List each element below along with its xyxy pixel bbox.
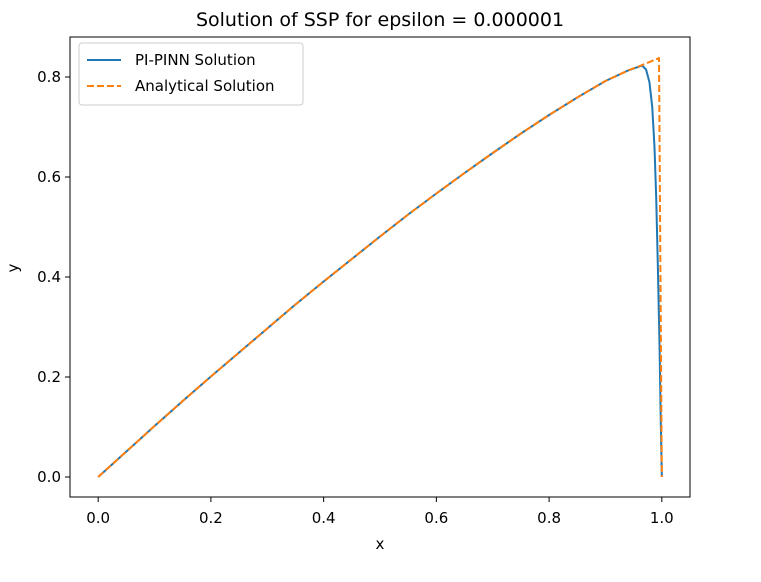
- axes-frame: [69, 36, 691, 498]
- x-tick-label: 0.0: [86, 509, 110, 527]
- plot-area: [97, 57, 663, 478]
- x-tick-label: 0.4: [312, 509, 336, 527]
- x-axis-label: x: [376, 535, 385, 553]
- axes: 0.0 0.2 0.4 0.6 0.8 1.0 0.0 0.2 0.4 0.6 0.8: [37, 36, 691, 527]
- y-tick-label: 0.0: [37, 468, 61, 486]
- series-line-1: [97, 64, 663, 478]
- y-tick-label: 0.8: [37, 68, 61, 86]
- chart-title: Solution of SSP for epsilon = 0.000001: [196, 9, 564, 31]
- legend: PI-PINN Solution Analytical Solution: [78, 42, 304, 106]
- x-tick-label: 0.2: [199, 509, 223, 527]
- legend-box: [78, 42, 304, 106]
- legend-label-2: Analytical Solution: [135, 77, 275, 95]
- x-tick-label: 1.0: [650, 509, 674, 527]
- x-tick-label: 0.6: [424, 509, 448, 527]
- x-tick-label: 0.8: [537, 509, 561, 527]
- y-tick-label: 0.2: [37, 368, 61, 386]
- y-tick-label: 0.4: [37, 268, 61, 286]
- y-tick-label: 0.6: [37, 168, 61, 186]
- y-axis-label: y: [4, 263, 22, 272]
- series-line-2: [97, 57, 663, 478]
- legend-label-1: PI-PINN Solution: [135, 51, 256, 69]
